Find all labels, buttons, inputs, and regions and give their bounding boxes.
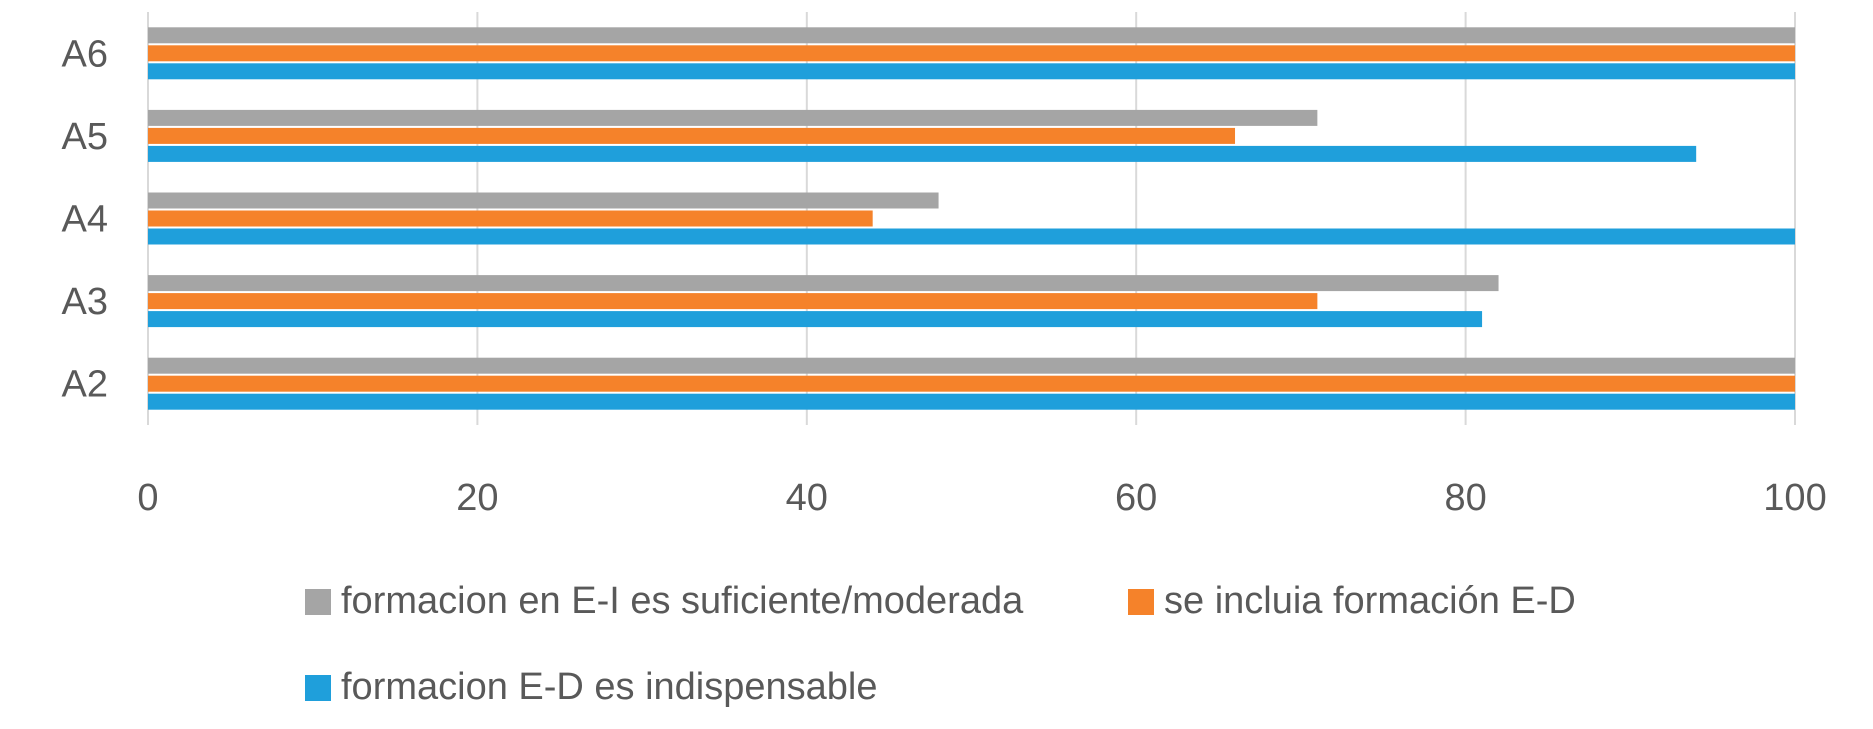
bar-A4-series-0 xyxy=(148,192,939,209)
x-tick-label-0: 0 xyxy=(137,477,158,519)
bar-A2-series-0 xyxy=(148,357,1795,374)
bar-A2-series-2 xyxy=(148,393,1795,410)
bar-A6-series-1 xyxy=(148,45,1795,62)
x-tick-label-80: 80 xyxy=(1444,477,1486,519)
x-tick-label-40: 40 xyxy=(786,477,828,519)
category-labels: A2 A3 A4 A5 A6 xyxy=(62,33,108,405)
bar-A5-series-2 xyxy=(148,145,1697,162)
bar-A5-series-1 xyxy=(148,127,1236,144)
category-label-A2: A2 xyxy=(62,364,108,406)
bars xyxy=(148,27,1795,410)
bar-A3-series-1 xyxy=(148,293,1318,310)
bar-A6-series-0 xyxy=(148,27,1795,44)
bar-A2-series-1 xyxy=(148,375,1795,392)
category-label-A4: A4 xyxy=(62,199,108,241)
category-label-A6: A6 xyxy=(62,33,108,75)
x-tick-label-60: 60 xyxy=(1115,477,1157,519)
bar-A3-series-2 xyxy=(148,311,1483,328)
bar-A4-series-1 xyxy=(148,210,873,227)
bar-A6-series-2 xyxy=(148,63,1795,80)
category-label-A3: A3 xyxy=(62,281,108,323)
category-label-A5: A5 xyxy=(62,116,108,158)
bar-A3-series-0 xyxy=(148,275,1499,292)
x-tick-label-20: 20 xyxy=(456,477,498,519)
x-tick-labels: 0 20 40 60 80 100 xyxy=(137,477,1826,519)
x-tick-label-100: 100 xyxy=(1763,477,1826,519)
bar-A5-series-0 xyxy=(148,109,1318,126)
bar-A4-series-2 xyxy=(148,228,1795,245)
